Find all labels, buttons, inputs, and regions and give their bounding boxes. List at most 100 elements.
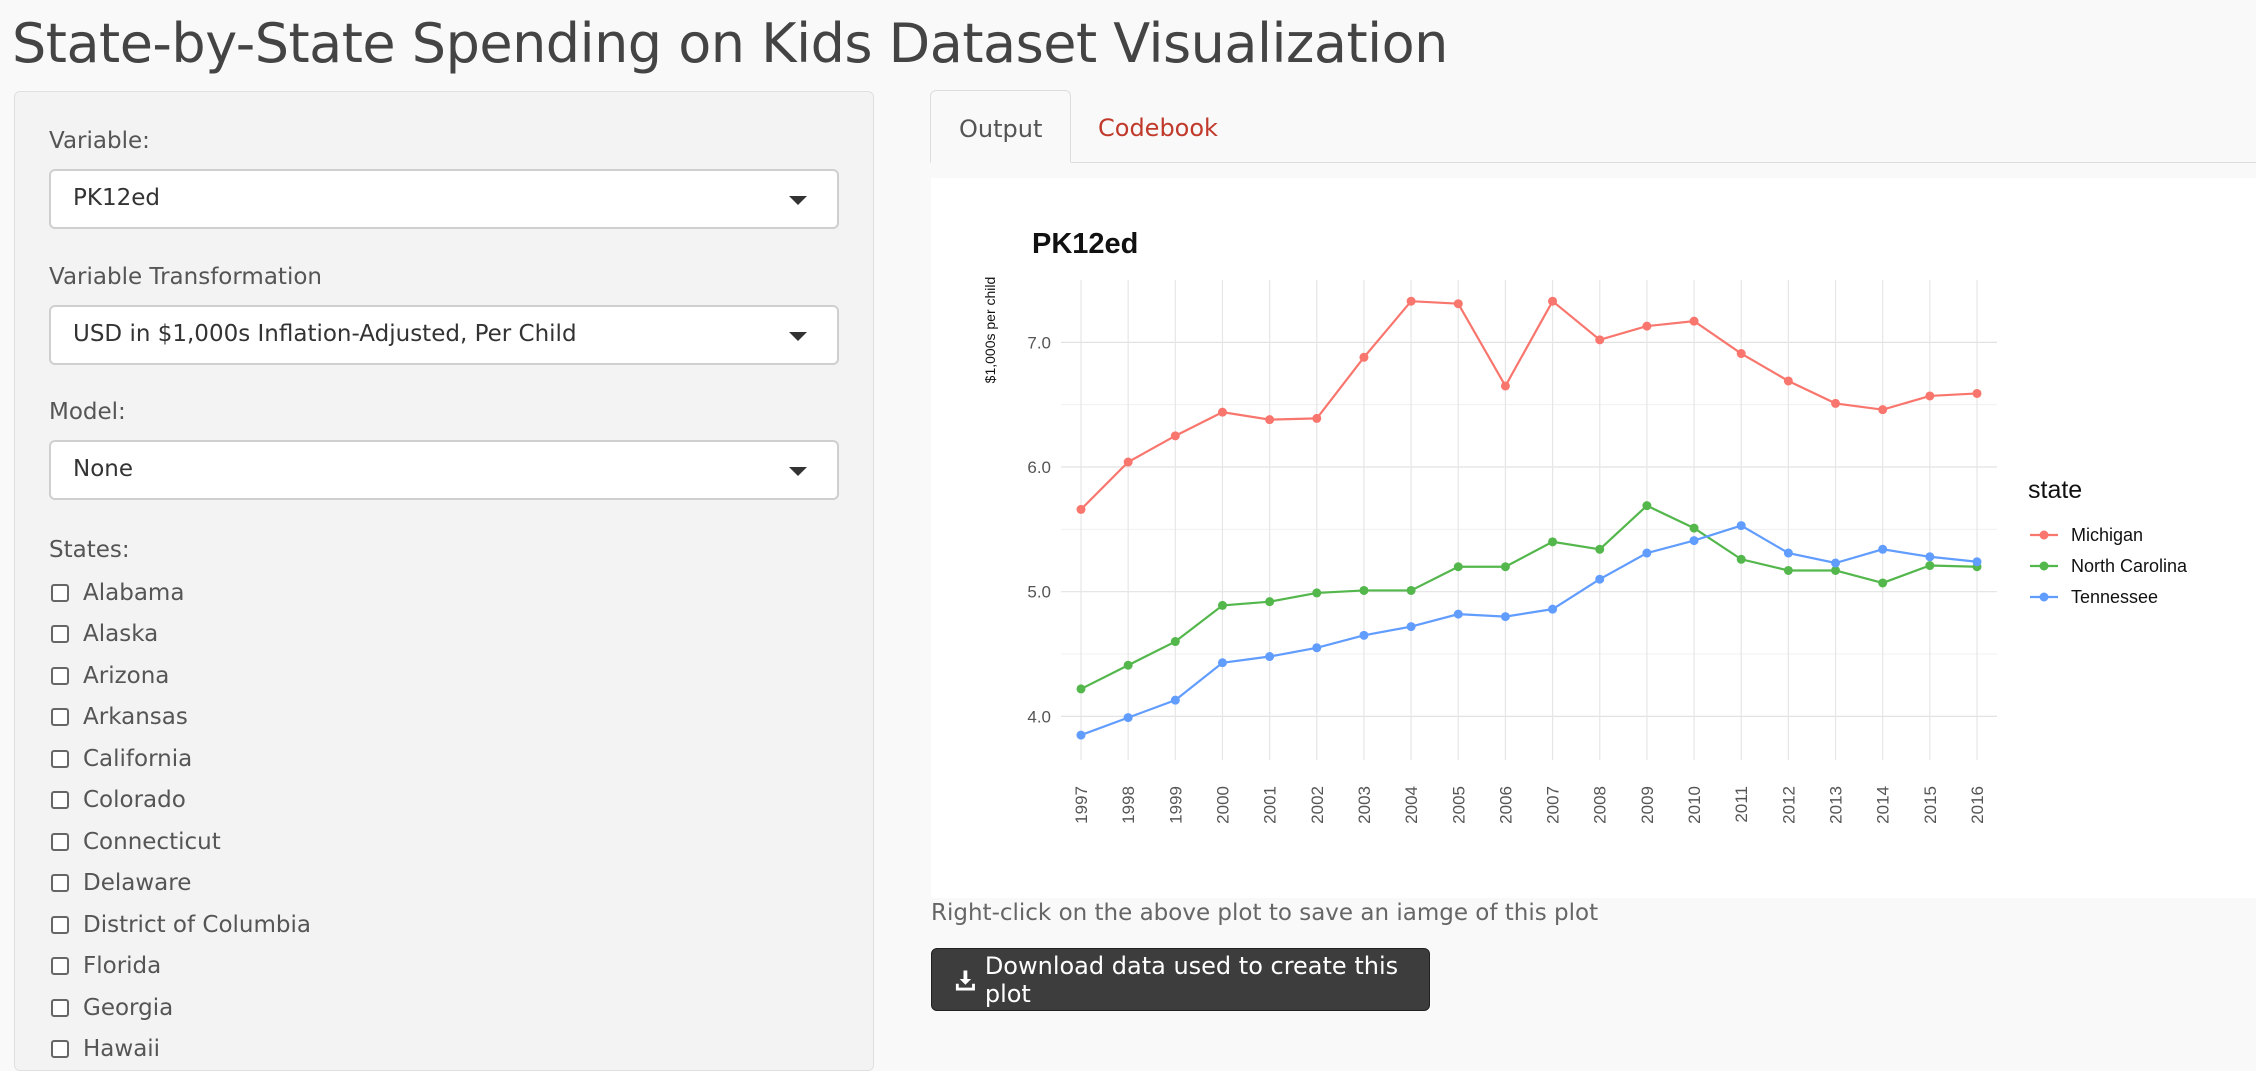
data-point [1123, 660, 1133, 670]
checkbox[interactable] [51, 998, 69, 1017]
state-name: Georgia [83, 994, 174, 1021]
transformation-select-value: USD in $1,000s Inflation-Adjusted, Per C… [73, 321, 577, 347]
state-option[interactable]: California [49, 738, 311, 780]
state-option[interactable]: Florida [49, 946, 311, 988]
data-point [1406, 622, 1416, 632]
checkbox[interactable] [51, 1040, 69, 1059]
x-tick-label: 2012 [1779, 786, 1798, 824]
state-option[interactable]: Colorado [49, 780, 311, 822]
checkbox[interactable] [51, 874, 69, 893]
data-point [1878, 405, 1888, 415]
model-select[interactable]: None [49, 440, 839, 500]
data-point [1548, 296, 1558, 306]
data-point [1736, 521, 1746, 531]
x-tick-label: 2015 [1921, 786, 1940, 824]
checkbox[interactable] [51, 832, 69, 851]
download-data-label: Download data used to create this plot [984, 951, 1399, 1008]
checkbox[interactable] [51, 666, 69, 685]
data-point [1265, 652, 1275, 662]
data-point [1595, 574, 1605, 584]
data-point [1783, 548, 1793, 558]
state-option[interactable]: Connecticut [49, 821, 311, 863]
x-tick-label: 1997 [1072, 786, 1091, 824]
x-tick-label: 2001 [1261, 786, 1280, 824]
data-point [1500, 612, 1510, 622]
data-point [1783, 565, 1793, 575]
state-name: Delaware [83, 870, 192, 897]
state-option[interactable]: Delaware [49, 863, 311, 905]
x-tick-label: 2014 [1874, 786, 1893, 824]
data-point [1359, 630, 1369, 640]
x-tick-label: 2010 [1685, 786, 1704, 824]
data-point [1831, 558, 1841, 568]
variable-select-value: PK12ed [73, 185, 160, 211]
x-tick-label: 2008 [1591, 786, 1610, 824]
download-data-button[interactable]: Download data used to create this plot [931, 948, 1430, 1011]
state-name: Connecticut [83, 828, 221, 855]
state-name: Alabama [83, 579, 185, 606]
data-point [1736, 554, 1746, 564]
data-point [1972, 388, 1982, 398]
data-point [1736, 349, 1746, 359]
data-point [1312, 413, 1322, 423]
tab-bar: Output Codebook [930, 90, 2256, 163]
data-point [1925, 552, 1935, 562]
series-line [1080, 524, 1978, 737]
state-name: Hawaii [83, 1036, 161, 1063]
series-line [1080, 504, 1978, 690]
data-point [1406, 585, 1416, 595]
state-option[interactable]: Alabama [49, 572, 311, 614]
state-option[interactable]: Arkansas [49, 697, 311, 739]
data-point [1265, 597, 1275, 607]
transformation-select[interactable]: USD in $1,000s Inflation-Adjusted, Per C… [49, 305, 839, 365]
legend-title: state [2028, 476, 2082, 504]
checkbox[interactable] [51, 749, 69, 768]
data-point [1878, 544, 1888, 554]
data-point [1123, 457, 1133, 467]
legend-label: North Carolina [2071, 556, 2188, 576]
data-point [1689, 536, 1699, 546]
states-checkbox-list: Alabama Alaska Arizona Arkansas Californ… [49, 572, 311, 1070]
state-option[interactable]: Hawaii [49, 1029, 311, 1071]
checkbox[interactable] [51, 957, 69, 976]
line-chart: 4.0 5.0 6.0 7.0 1997 1998 1999 2000 2001 2002 2003… [982, 228, 2188, 824]
data-point [1453, 562, 1463, 572]
y-tick-label: 4.0 [1027, 707, 1051, 726]
plot-note: Right-click on the above plot to save an… [931, 900, 1599, 926]
x-tick-label: 2003 [1355, 786, 1374, 824]
data-point [1123, 713, 1133, 723]
data-point [1595, 335, 1605, 345]
chevron-down-icon [789, 467, 807, 476]
checkbox[interactable] [51, 791, 69, 810]
sidebar-panel: Variable: PK12ed Variable Transformation… [14, 91, 874, 1071]
state-name: Colorado [83, 787, 186, 814]
data-point [1689, 316, 1699, 326]
tab-output[interactable]: Output [930, 90, 1072, 163]
transformation-label: Variable Transformation [49, 264, 322, 290]
x-tick-label: 1999 [1166, 786, 1185, 824]
data-point [1642, 321, 1652, 331]
state-option[interactable]: District of Columbia [49, 904, 311, 946]
legend-label: Tennessee [2071, 587, 2158, 607]
state-option[interactable]: Arizona [49, 655, 311, 697]
checkbox[interactable] [51, 708, 69, 727]
data-point [1076, 684, 1086, 694]
state-option[interactable]: Alaska [49, 614, 311, 656]
state-name: Arkansas [83, 704, 188, 731]
data-point [1972, 557, 1982, 567]
checkbox[interactable] [51, 625, 69, 644]
data-point [1548, 537, 1558, 547]
checkbox[interactable] [51, 915, 69, 934]
x-tick-label: 2004 [1402, 786, 1421, 824]
x-tick-label: 2005 [1449, 786, 1468, 824]
checkbox[interactable] [51, 583, 69, 602]
data-point [1642, 501, 1652, 511]
tab-codebook[interactable]: Codebook [1098, 114, 1218, 142]
data-point [1217, 600, 1227, 610]
chevron-down-icon [789, 332, 807, 341]
plot-panel[interactable]: 4.0 5.0 6.0 7.0 1997 1998 1999 2000 2001 2002 2003… [931, 178, 2256, 898]
data-point [1500, 381, 1510, 391]
state-option[interactable]: Georgia [49, 987, 311, 1029]
data-point [1312, 588, 1322, 598]
variable-select[interactable]: PK12ed [49, 169, 839, 229]
